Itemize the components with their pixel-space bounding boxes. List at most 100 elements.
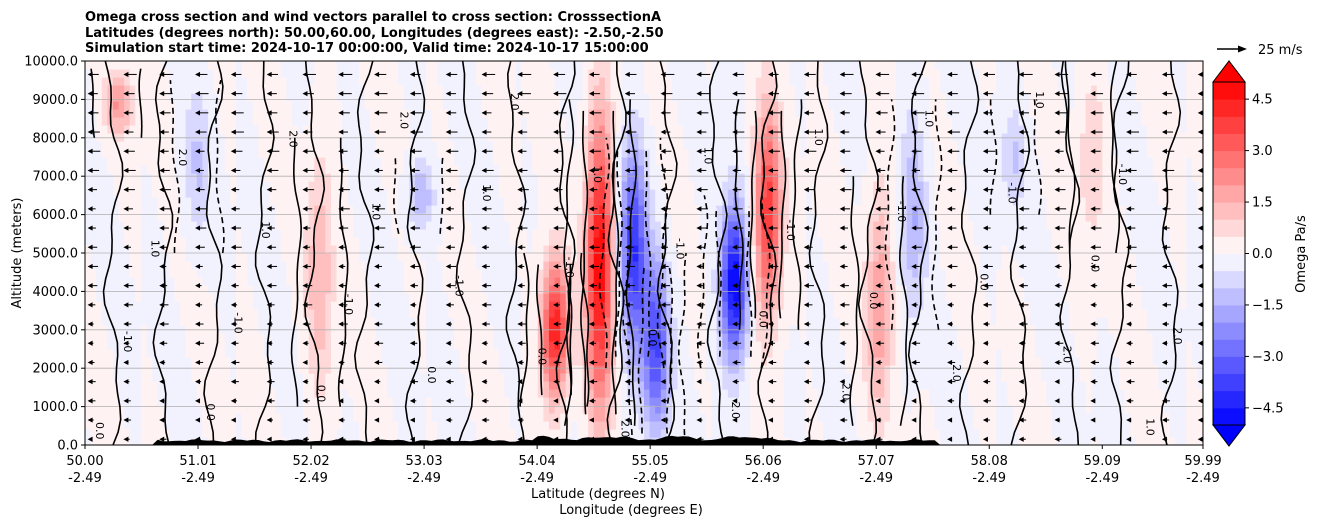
omega-cell <box>370 189 377 198</box>
omega-cell <box>314 405 321 414</box>
omega-cell <box>230 237 237 246</box>
omega-cell <box>526 261 533 270</box>
omega-cell <box>168 253 176 262</box>
omega-cell <box>610 309 617 318</box>
omega-cell <box>560 261 567 270</box>
omega-cell <box>515 117 522 126</box>
omega-cell <box>509 429 517 438</box>
omega-cell <box>425 197 433 206</box>
omega-cell <box>207 293 215 302</box>
omega-cell <box>180 157 187 166</box>
omega-cell <box>291 365 299 374</box>
omega-cell <box>230 421 237 430</box>
omega-cell <box>398 109 405 118</box>
omega-cell <box>493 389 500 398</box>
omega-cell <box>90 261 97 270</box>
omega-cell <box>476 93 483 102</box>
omega-cell <box>392 197 399 206</box>
omega-cell <box>453 293 461 302</box>
omega-cell <box>616 229 623 238</box>
omega-cell <box>258 301 265 310</box>
omega-cell <box>219 229 226 238</box>
omega-cell <box>487 245 494 254</box>
omega-cell <box>163 413 170 422</box>
omega-cell <box>297 101 304 110</box>
omega-cell <box>459 261 466 270</box>
omega-cell <box>90 221 97 230</box>
omega-cell <box>286 277 293 286</box>
omega-cell <box>241 333 248 342</box>
omega-cell <box>196 381 203 390</box>
omega-cell <box>420 421 427 430</box>
omega-cell <box>118 397 125 406</box>
omega-cell <box>107 141 114 150</box>
omega-cell <box>168 133 176 142</box>
omega-cell <box>554 365 561 374</box>
omega-cell <box>649 117 656 126</box>
plot-area: 0.0-1.01.02.00.0-1.01.02.00.0-1.01.02.00… <box>85 61 1203 445</box>
omega-cell <box>425 221 433 230</box>
omega-cell <box>319 349 326 358</box>
omega-cell <box>230 253 237 262</box>
omega-cell <box>638 261 645 270</box>
omega-cell <box>336 317 343 326</box>
omega-cell <box>610 221 617 230</box>
omega-cell <box>135 293 142 302</box>
omega-cell <box>644 365 651 374</box>
omega-cell <box>163 173 170 182</box>
omega-cell <box>207 381 215 390</box>
omega-cell <box>537 117 544 126</box>
omega-cell <box>135 373 142 382</box>
omega-cell <box>286 301 293 310</box>
omega-cell <box>414 165 421 174</box>
omega-cell <box>280 317 287 326</box>
omega-cell <box>588 277 595 286</box>
omega-cell <box>487 397 494 406</box>
omega-cell <box>481 93 489 102</box>
omega-cell <box>163 293 170 302</box>
omega-cell <box>174 117 181 126</box>
omega-cell <box>135 157 142 166</box>
omega-cell <box>375 269 382 278</box>
omega-cell <box>420 165 427 174</box>
omega-cell <box>532 357 539 366</box>
omega-cell <box>314 317 321 326</box>
omega-cell <box>241 349 248 358</box>
omega-cell <box>660 245 667 254</box>
omega-cell <box>213 293 220 302</box>
omega-cell <box>314 421 321 430</box>
omega-cell <box>543 389 550 398</box>
omega-cell <box>202 157 209 166</box>
omega-cell <box>649 165 656 174</box>
omega-cell <box>420 405 427 414</box>
omega-cell <box>263 133 271 142</box>
omega-cell <box>152 429 159 438</box>
omega-cell <box>124 421 131 430</box>
omega-cell <box>258 405 265 414</box>
omega-cell <box>481 245 489 254</box>
omega-cell <box>521 325 528 334</box>
omega-cell <box>308 245 315 254</box>
omega-cell <box>398 269 405 278</box>
omega-cell <box>124 341 131 350</box>
omega-cell <box>509 213 517 222</box>
omega-cell <box>459 405 466 414</box>
omega-cell <box>420 293 427 302</box>
omega-cell <box>627 373 634 382</box>
omega-cell <box>498 301 505 310</box>
omega-cell <box>621 181 628 190</box>
omega-cell <box>358 125 366 134</box>
omega-cell <box>135 301 142 310</box>
omega-cell <box>314 173 321 182</box>
omega-cell <box>358 85 366 94</box>
omega-cell <box>269 85 276 94</box>
omega-cell <box>235 149 243 158</box>
omega-cell <box>509 405 517 414</box>
omega-cell <box>537 77 544 86</box>
omega-cell <box>353 85 360 94</box>
omega-cell <box>129 389 136 398</box>
omega-cell <box>247 221 254 230</box>
omega-cell <box>219 133 226 142</box>
omega-cell <box>286 117 293 126</box>
omega-cell <box>364 69 371 78</box>
